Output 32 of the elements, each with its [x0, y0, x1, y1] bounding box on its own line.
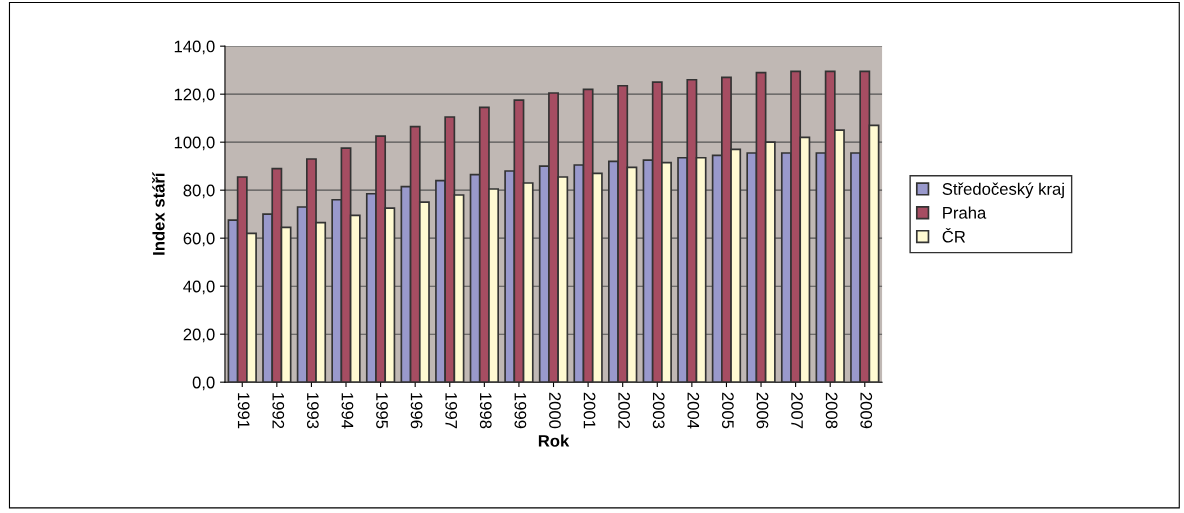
y-tick-label: 80,0 — [183, 184, 215, 199]
x-tick-label: 1994 — [341, 393, 354, 429]
y-tick-label: 40,0 — [183, 280, 215, 295]
y-tick-label: 100,0 — [174, 136, 215, 151]
y-axis-title: Index stáří — [152, 172, 165, 255]
x-tick-label: 2008 — [825, 392, 838, 429]
y-tick-label: 20,0 — [183, 328, 215, 343]
y-tick-label: 140,0 — [174, 40, 215, 55]
x-tick-label: 2004 — [687, 392, 700, 429]
x-tick-label: 1999 — [514, 393, 527, 429]
x-axis-title: Rok — [538, 434, 570, 447]
y-tick-label: 60,0 — [183, 232, 215, 247]
legend-label: ČR — [942, 227, 966, 243]
legend-label: Praha — [943, 206, 987, 219]
x-tick-label: 2003 — [652, 392, 665, 429]
x-tick-label: 2002 — [618, 392, 631, 429]
x-tick-label: 1996 — [410, 393, 423, 429]
x-tick-label: 2000 — [549, 392, 561, 429]
x-tick-label: 1992 — [272, 393, 285, 429]
x-tick-label: 2007 — [791, 392, 803, 429]
x-tick-label: 1991 — [237, 393, 250, 429]
x-tick-label: 2006 — [756, 392, 769, 429]
x-tick-label: 1993 — [306, 393, 319, 429]
y-tick-label: 120,0 — [174, 88, 215, 103]
x-tick-label: 1995 — [376, 393, 388, 429]
x-tick-label: 1997 — [445, 393, 458, 429]
y-tick-label: 0,0 — [192, 376, 215, 391]
x-tick-label: 2005 — [721, 392, 734, 429]
x-tick-label: 1998 — [479, 393, 492, 429]
x-tick-label: 2009 — [860, 392, 873, 429]
legend-label: Středočeský kraj — [942, 182, 1064, 199]
x-tick-label: 2001 — [583, 392, 596, 429]
